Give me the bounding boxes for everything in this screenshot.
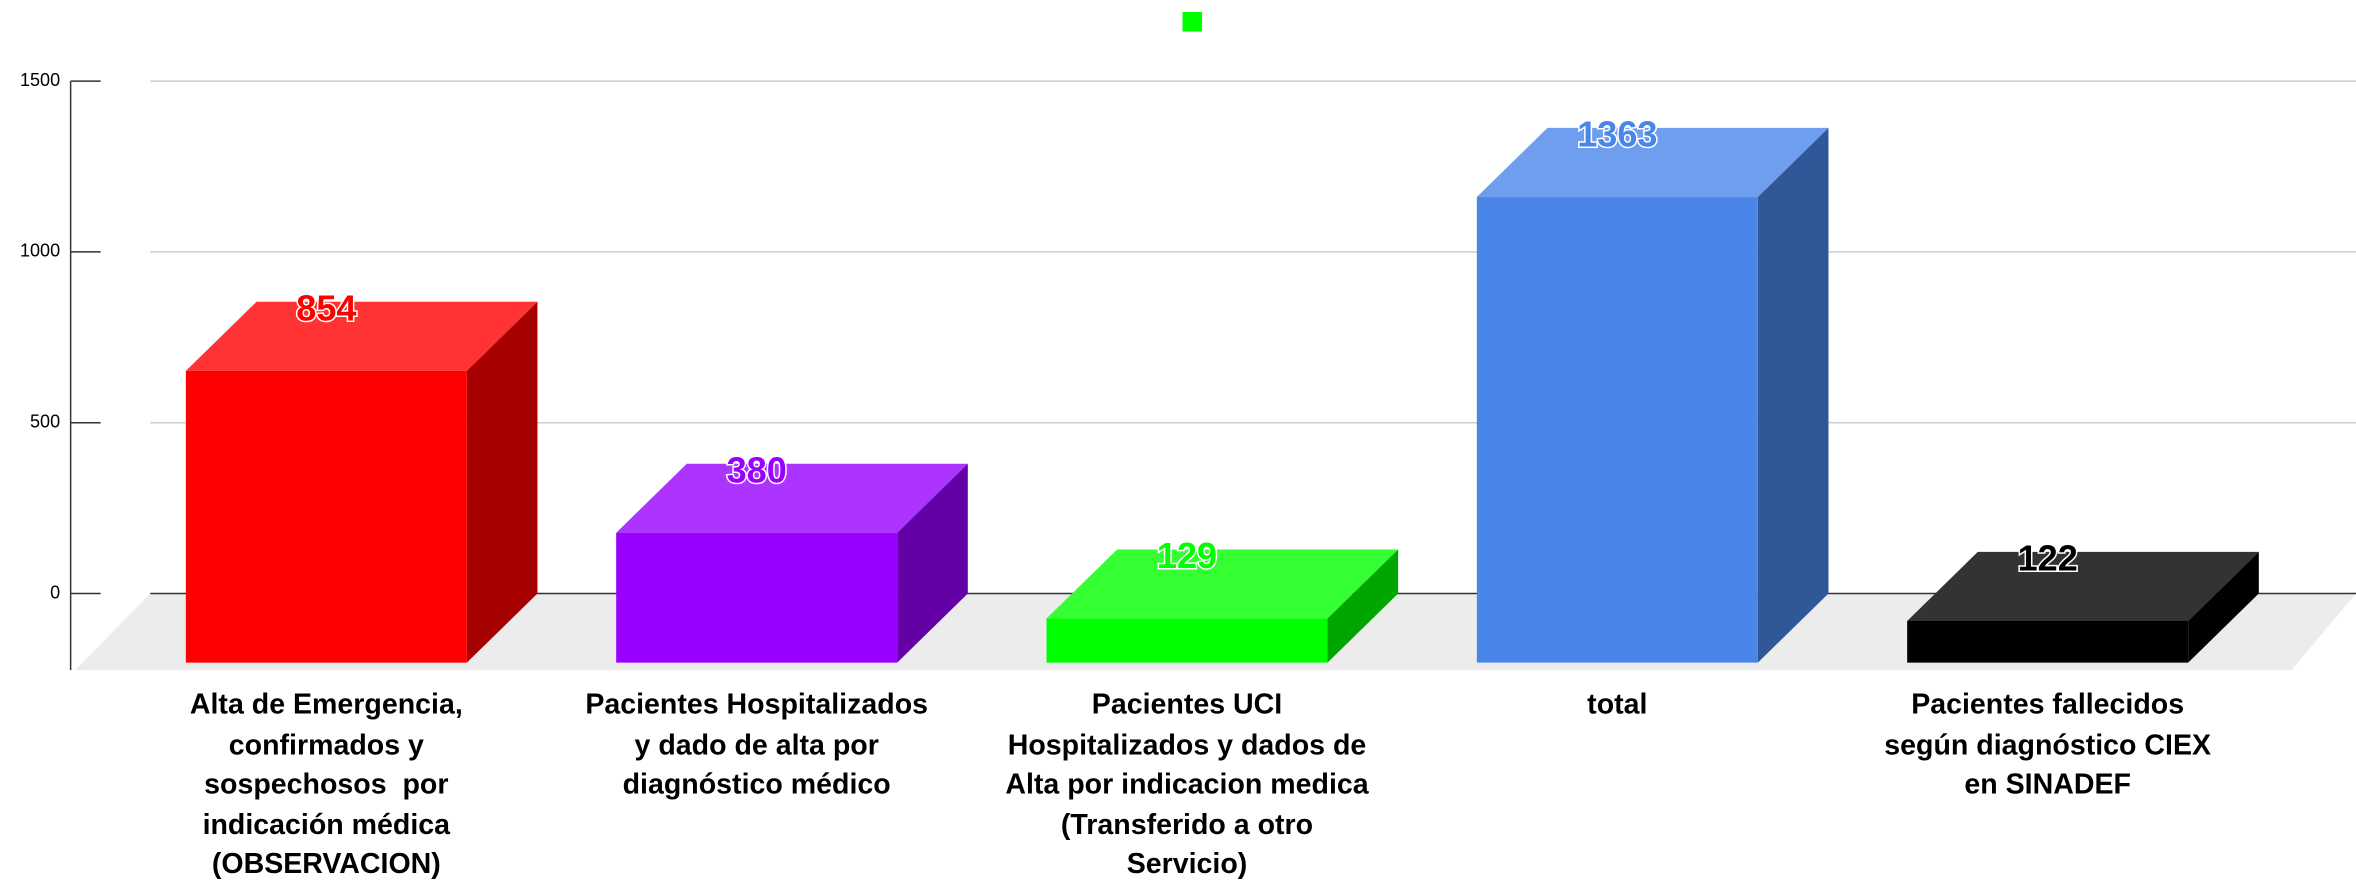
bar (185, 370, 467, 663)
bar (1476, 197, 1758, 663)
bar-top (185, 301, 538, 371)
x-tick-label: Alta de Emergencia, confirmados y sospec… (189, 689, 463, 881)
bar (1046, 618, 1328, 663)
value-label: 380 (727, 449, 787, 490)
y-tick-label: 500 (30, 411, 60, 431)
bar-side (2188, 551, 2259, 663)
bar (616, 532, 898, 663)
value-label: 129 (1157, 535, 1217, 576)
bar-side (1327, 549, 1399, 663)
y-tick-label: 0 (50, 582, 60, 602)
value-label: 122 (2018, 537, 2078, 578)
bar-top (1046, 549, 1399, 619)
x-tick-label: Pacientes UCI Hospitalizados y dados de … (1005, 689, 1369, 881)
bar-top (1476, 127, 1829, 198)
y-tick-label: 1000 (20, 241, 60, 261)
x-tick-label: Pacientes fallecidos según diagnóstico C… (1884, 689, 2212, 801)
value-label: 1363 (1577, 113, 1657, 154)
bar-side (1757, 127, 1829, 663)
x-tick-label: total (1587, 689, 1648, 722)
legend-marker (1182, 12, 1203, 32)
bar-side (466, 301, 538, 663)
bar-side (897, 463, 968, 663)
bar-top (1907, 551, 2259, 621)
bar (1907, 620, 2189, 663)
value-label: 854 (296, 287, 356, 328)
x-tick-label: Pacientes Hospitalizados y dado de alta … (585, 689, 929, 801)
y-tick-label: 1500 (20, 70, 60, 90)
bar-top (616, 463, 968, 533)
